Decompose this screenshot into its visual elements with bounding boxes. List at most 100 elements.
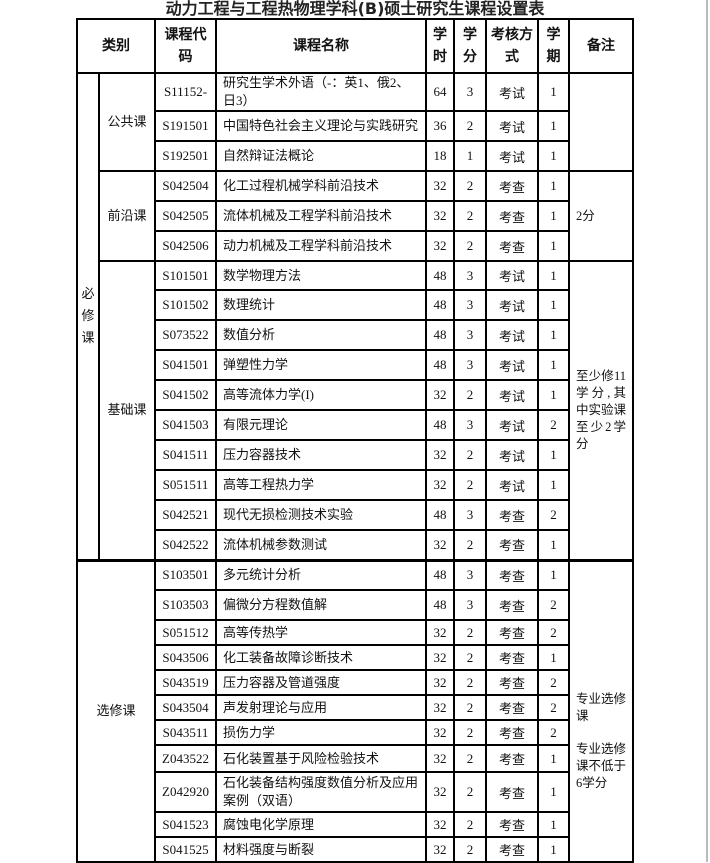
course-credits: 2 [453, 379, 487, 411]
remark-text: 专业选修课 [576, 691, 627, 723]
table-row: 基础课 S101501 数学物理方法 48 3 考试 1 至少修11学分,其中实验课至少2学分 [77, 260, 634, 561]
course-assessment: 考查 [485, 589, 539, 621]
course-name: 声发射理论与应用 [215, 694, 427, 721]
course-hours: 32 [425, 771, 455, 813]
table-row: S192501 自然辩证法概论 18 1 考试 1 [77, 140, 633, 172]
course-hours: 32 [425, 694, 455, 721]
table-row: S043504 声发射理论与应用 32 2 考查 2 [77, 694, 633, 721]
remark-text: 至少修11学分,其中实验课至少2学分 [576, 368, 627, 451]
table-row: S041525 材料强度与断裂 32 2 考查 1 [77, 836, 633, 863]
course-credits: 3 [453, 499, 487, 531]
course-semester: 2 [537, 619, 570, 646]
course-hours: 32 [425, 439, 455, 471]
course-credits: 3 [453, 319, 487, 351]
course-semester: 1 [537, 170, 570, 202]
course-assessment: 考试 [485, 379, 539, 411]
remark-text-2: 专业选修课不低于6学分 [576, 741, 627, 790]
course-name: 化工过程机械学科前沿技术 [215, 170, 427, 202]
course-credits: 3 [453, 558, 487, 591]
course-code: S103501 [154, 558, 217, 591]
course-code: S041503 [154, 409, 217, 441]
course-code: S043504 [154, 694, 217, 721]
course-semester: 1 [537, 110, 570, 142]
course-assessment: 考查 [485, 170, 539, 202]
header-credits: 学分 [453, 18, 487, 74]
course-credits: 2 [453, 529, 487, 561]
course-name: 偏微分方程数值解 [215, 589, 427, 621]
header-hours: 学时 [425, 18, 455, 74]
course-assessment: 考试 [485, 349, 539, 381]
course-name: 压力容器及管道强度 [215, 669, 427, 696]
table-row: S103503 偏微分方程数值解 48 3 考查 2 [77, 589, 633, 621]
course-hours: 32 [425, 669, 455, 696]
header-assessment: 考核方式 [485, 18, 539, 74]
group-remark [568, 72, 634, 172]
subcategory: 前沿课 [98, 170, 156, 262]
course-code: S043519 [154, 669, 217, 696]
table-row: 选修课 S103501 多元统计分析 48 3 考查 1 专业选修课 专业选修课不低于6学分 [76, 558, 634, 863]
table-row: S043506 化工装备故障诊断技术 32 2 考查 1 [77, 644, 633, 671]
table-row: 前沿课 S042504 化工过程机械学科前沿技术 32 2 考查 1 2分 [77, 170, 634, 262]
course-semester: 1 [537, 72, 570, 112]
course-code: S042506 [154, 230, 217, 262]
course-hours: 48 [425, 589, 455, 621]
course-semester: 2 [537, 669, 570, 696]
course-code: S051511 [154, 469, 217, 501]
course-assessment: 考试 [485, 469, 539, 501]
course-assessment: 考查 [485, 529, 539, 561]
course-assessment: 考试 [485, 409, 539, 441]
table-row: 必修课 公共课 S11152- 研究生学术外语（-：英1、俄2、日3） 64 3 考试 1 [76, 72, 634, 561]
header-code: 课程代码 [154, 18, 217, 74]
course-code: S041501 [154, 349, 217, 381]
course-assessment: 考查 [485, 200, 539, 232]
table-row: S042522 流体机械参数测试 32 2 考查 1 [77, 529, 633, 561]
course-semester: 1 [537, 200, 570, 232]
course-hours: 32 [425, 170, 455, 202]
course-hours: 32 [425, 619, 455, 646]
course-semester: 1 [537, 379, 570, 411]
course-credits: 2 [453, 439, 487, 471]
course-credits: 2 [453, 200, 487, 232]
subcategory: 基础课 [98, 260, 156, 561]
course-credits: 3 [453, 409, 487, 441]
course-credits: 2 [453, 619, 487, 646]
course-semester: 1 [537, 260, 570, 291]
header-semester: 学期 [537, 18, 570, 74]
course-name: 数理统计 [215, 289, 427, 321]
table-row: S042521 现代无损检测技术实验 48 3 考查 2 [77, 499, 633, 531]
table-row: S073522 数值分析 48 3 考试 1 [77, 319, 633, 351]
course-code: S043506 [154, 644, 217, 671]
course-name: 自然辩证法概论 [215, 140, 427, 172]
course-credits: 3 [453, 349, 487, 381]
course-hours: 64 [425, 72, 455, 112]
course-name: 材料强度与断裂 [215, 836, 427, 863]
course-credits: 3 [453, 72, 487, 112]
course-code: S051512 [154, 619, 217, 646]
course-assessment: 考查 [485, 230, 539, 262]
course-name: 损伤力学 [215, 719, 427, 746]
course-name: 腐蚀电化学原理 [215, 811, 427, 838]
course-hours: 36 [425, 110, 455, 142]
course-semester: 1 [537, 439, 570, 471]
table-row: S191501 中国特色社会主义理论与实践研究 36 2 考试 1 [77, 110, 633, 142]
header-name: 课程名称 [215, 18, 427, 74]
course-credits: 2 [453, 644, 487, 671]
course-credits: 2 [453, 744, 487, 773]
course-name: 现代无损检测技术实验 [215, 499, 427, 531]
course-hours: 48 [425, 558, 455, 591]
course-name: 研究生学术外语（-：英1、俄2、日3） [215, 72, 427, 112]
course-hours: 48 [425, 409, 455, 441]
course-credits: 2 [453, 836, 487, 863]
course-credits: 3 [453, 589, 487, 621]
course-credits: 2 [453, 170, 487, 202]
course-assessment: 考查 [485, 644, 539, 671]
course-code: S041523 [154, 811, 217, 838]
course-assessment: 考试 [485, 140, 539, 172]
header-remarks: 备注 [568, 18, 634, 74]
course-semester: 1 [537, 771, 570, 813]
course-name: 数值分析 [215, 319, 427, 351]
course-semester: 1 [537, 349, 570, 381]
course-credits: 1 [453, 140, 487, 172]
course-semester: 1 [537, 744, 570, 773]
table-row: S041501 弹塑性力学 48 3 考试 1 [77, 349, 633, 381]
